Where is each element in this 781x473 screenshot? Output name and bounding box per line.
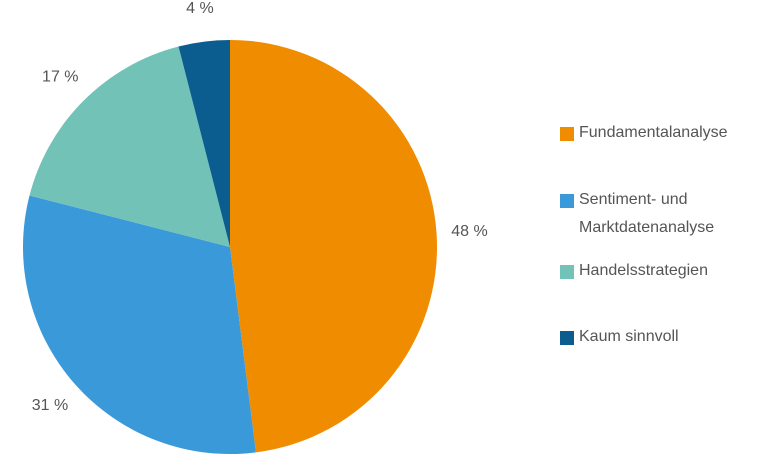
legend-swatch — [560, 127, 574, 141]
legend-label: Fundamentalanalyse — [579, 124, 728, 141]
legend-item: Fundamentalanalyse — [560, 124, 760, 147]
pie-slice — [230, 40, 438, 453]
pie-slice — [178, 40, 230, 247]
value-label: 31 % — [32, 397, 68, 414]
legend-item: Handelsstrategien — [560, 262, 760, 285]
legend-label: Kaum sinnvoll — [579, 328, 679, 345]
value-label: 48 % — [451, 223, 487, 240]
legend-item: Sentiment- und Marktdatenanalyse — [560, 191, 760, 242]
legend-swatch — [560, 194, 574, 208]
pie-slice — [29, 46, 231, 248]
legend-item: Kaum sinnvoll — [560, 328, 760, 351]
legend-swatch — [560, 265, 574, 279]
pie-slice — [23, 195, 256, 455]
value-label: 17 % — [42, 69, 78, 86]
legend-label: Sentiment- und Marktdatenanalyse — [579, 191, 715, 236]
legend-label: Handelsstrategien — [579, 262, 708, 279]
value-label: 4 % — [186, 0, 214, 17]
legend-swatch — [560, 331, 574, 345]
